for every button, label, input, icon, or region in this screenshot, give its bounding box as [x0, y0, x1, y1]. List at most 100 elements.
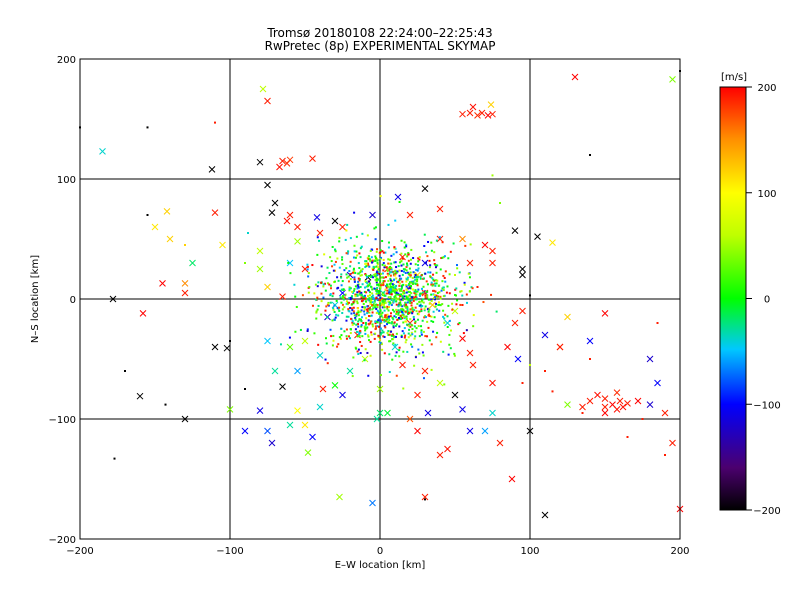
- data-point-dot: [320, 313, 323, 316]
- data-point-cross: [286, 343, 294, 351]
- data-point-dot: [373, 304, 376, 307]
- data-point-dot: [392, 286, 395, 289]
- data-point-dot: [458, 321, 461, 324]
- data-point-dot: [385, 292, 388, 295]
- data-point-dot: [372, 304, 375, 307]
- data-point-dot: [345, 229, 348, 232]
- data-point-dot: [379, 309, 382, 312]
- data-point-cross: [331, 217, 339, 225]
- data-point-dot: [394, 354, 397, 357]
- data-point-dot: [360, 245, 363, 248]
- data-point-dot: [184, 244, 186, 246]
- data-point-dot: [391, 338, 394, 341]
- data-point-dot: [376, 263, 379, 266]
- data-point-dot: [435, 336, 438, 339]
- data-point-dot: [363, 294, 366, 297]
- data-point-dot: [384, 294, 387, 297]
- data-point-dot: [377, 311, 380, 314]
- y-tick-labels: −200 −100 0 100 200: [49, 55, 76, 546]
- data-point-dot: [403, 316, 406, 319]
- data-point-dot: [346, 223, 349, 226]
- data-point-dot: [315, 317, 318, 320]
- data-point-dot: [364, 329, 367, 332]
- data-point-dot: [438, 236, 441, 239]
- data-point-dot: [357, 352, 360, 355]
- data-point-dot: [335, 313, 338, 316]
- data-point-dot: [435, 308, 438, 311]
- data-point-dot: [412, 282, 415, 285]
- data-point-dot: [384, 288, 387, 291]
- data-point-dot: [357, 348, 360, 351]
- data-point-dot: [434, 290, 437, 293]
- data-point-dot: [341, 303, 344, 306]
- data-point-dot: [345, 335, 348, 338]
- data-point-dot: [379, 251, 382, 254]
- data-point-dot: [353, 211, 356, 214]
- data-point-dot: [418, 300, 421, 303]
- data-point-dot: [422, 298, 425, 301]
- data-point-dot: [405, 280, 408, 283]
- data-point-cross: [294, 367, 301, 375]
- data-point-dot: [399, 295, 402, 298]
- data-point-dot: [387, 333, 390, 336]
- data-point-dot: [361, 232, 364, 235]
- data-point-dot: [416, 280, 419, 283]
- data-point-dot: [401, 317, 404, 320]
- data-point-dot: [448, 319, 451, 322]
- data-point-dot: [398, 325, 401, 328]
- data-point-dot: [352, 291, 355, 294]
- data-point-dot: [387, 309, 390, 312]
- data-point-dot: [380, 331, 383, 334]
- data-point-dot: [388, 268, 391, 271]
- data-point-dot: [349, 328, 352, 331]
- data-point-dot: [381, 329, 384, 332]
- data-point-dot: [343, 330, 346, 333]
- data-point-dot: [331, 245, 334, 248]
- x-tick-labels: −200 −100 0 100 200: [66, 546, 689, 557]
- data-point-dot: [349, 332, 352, 335]
- data-point-dot: [367, 255, 370, 258]
- data-point-dot: [439, 297, 442, 300]
- data-point-dot: [380, 304, 383, 307]
- data-point-cross: [489, 409, 496, 417]
- data-point-dot: [394, 261, 397, 264]
- data-point-dot: [380, 276, 383, 279]
- data-point-dot: [401, 284, 404, 287]
- data-point-dot: [372, 265, 375, 268]
- data-point-dot: [406, 310, 409, 313]
- data-point-dot: [432, 289, 435, 292]
- data-point-dot: [377, 289, 380, 292]
- data-point-cross: [241, 427, 249, 435]
- data-point-dot: [381, 282, 384, 285]
- data-point-cross: [294, 407, 301, 414]
- data-point-dot: [440, 289, 443, 292]
- data-point-dot: [381, 301, 384, 304]
- data-point-dot: [407, 252, 410, 255]
- data-point-cross: [316, 352, 324, 359]
- data-point-dot: [355, 235, 358, 238]
- data-point-dot: [390, 293, 393, 296]
- data-point-dot: [391, 308, 394, 311]
- data-point-dot: [398, 284, 401, 287]
- data-point-dot: [439, 304, 442, 307]
- x-tick-label: 100: [520, 546, 539, 557]
- data-point-dot: [356, 291, 359, 294]
- data-point-dot: [395, 297, 398, 300]
- data-point-dot: [410, 298, 413, 301]
- data-point-cross: [264, 283, 271, 291]
- y-tick-label: −200: [49, 535, 76, 546]
- data-point-dot: [420, 331, 423, 334]
- data-point-dot: [384, 326, 387, 329]
- data-point-dot: [407, 298, 410, 301]
- data-point-dot: [411, 296, 414, 299]
- data-point-dot: [417, 267, 420, 270]
- data-point-dot: [397, 305, 400, 308]
- data-point-dot: [366, 262, 369, 265]
- data-point-cross: [564, 313, 571, 321]
- data-point-dot: [372, 297, 375, 300]
- data-point-dot: [348, 289, 351, 292]
- data-point-dot: [347, 275, 350, 278]
- data-point-dot: [401, 330, 404, 333]
- data-point-dot: [316, 285, 319, 288]
- colorbar-tick-label: 0: [764, 295, 770, 306]
